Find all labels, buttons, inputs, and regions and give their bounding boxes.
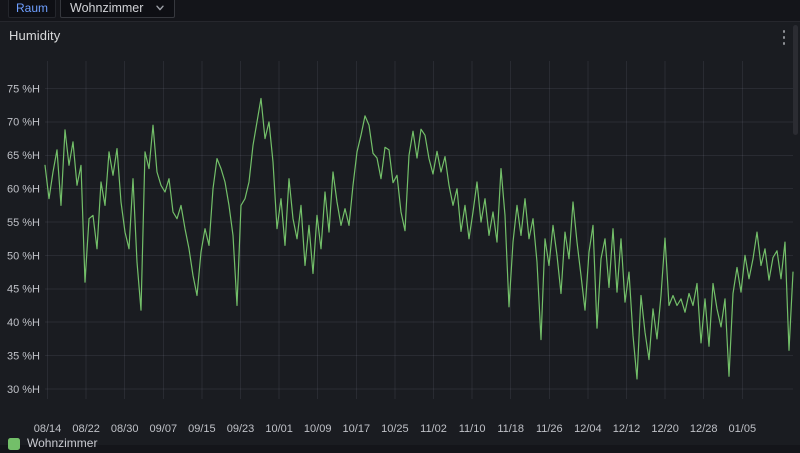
x-tick-label: 10/09 [304,423,332,435]
y-tick-label: 45 %H [7,284,40,296]
x-tick-label: 09/23 [227,423,255,435]
y-tick-label: 65 %H [7,150,40,162]
y-tick-label: 40 %H [7,317,40,329]
y-tick-label: 70 %H [7,117,40,129]
variable-value-dropdown[interactable]: Wohnzimmer [60,0,176,18]
legend-color-swatch [8,438,20,450]
variable-label-chip: Raum [8,0,57,18]
kebab-dot [782,30,786,33]
x-tick-label: 08/14 [34,423,62,435]
kebab-dot [782,42,786,45]
x-tick-label: 12/12 [613,423,641,435]
x-tick-label: 12/04 [574,423,602,435]
x-tick-label: 11/10 [459,423,486,435]
x-tick-label: 09/07 [150,423,178,435]
y-tick-label: 60 %H [7,183,40,195]
y-tick-label: 35 %H [7,350,40,362]
y-tick-label: 30 %H [7,384,40,396]
y-tick-label: 55 %H [7,217,40,229]
variable-label: Raum [16,0,49,15]
x-tick-label: 11/18 [497,423,524,435]
legend-label: Wohnzimmer [27,436,98,450]
humidity-panel: 75 %H 70 %H 65 %H 60 %H 55 %H 50 %H 45 %H 40 %H… [0,21,800,450]
x-tick-label: 10/17 [343,423,371,435]
humidity-series-line [44,97,794,380]
x-tick-label: 08/30 [111,423,139,435]
plot-area[interactable] [45,61,793,399]
panel-menu-icon[interactable] [779,29,789,46]
x-tick-label: 01/05 [729,423,757,435]
dashboard-controls-bar: Raum Wohnzimmer [0,0,800,21]
x-tick-label: 10/01 [265,423,293,435]
legend: Wohnzimmer [8,435,97,453]
panel-title[interactable]: Humidity [9,28,61,43]
kebab-dot [782,36,786,39]
scrollbar-thumb[interactable] [793,25,798,135]
x-tick-label: 12/28 [690,423,718,435]
variable-control-raum: Raum Wohnzimmer [8,0,176,18]
humidity-chart[interactable]: 75 %H 70 %H 65 %H 60 %H 55 %H 50 %H 45 %H 40 %H… [0,22,800,446]
x-tick-label: 09/15 [188,423,216,435]
y-tick-label: 75 %H [7,83,40,95]
x-tick-label: 11/02 [420,423,447,435]
variable-selected-value: Wohnzimmer [70,0,144,15]
x-tick-label: 11/26 [536,423,563,435]
y-tick-label: 50 %H [7,250,40,262]
x-tick-label: 08/22 [72,423,100,435]
x-tick-label: 10/25 [381,423,409,435]
x-tick-label: 12/20 [651,423,679,435]
legend-item-wohnzimmer[interactable]: Wohnzimmer [8,435,97,452]
chevron-down-icon [156,5,165,11]
